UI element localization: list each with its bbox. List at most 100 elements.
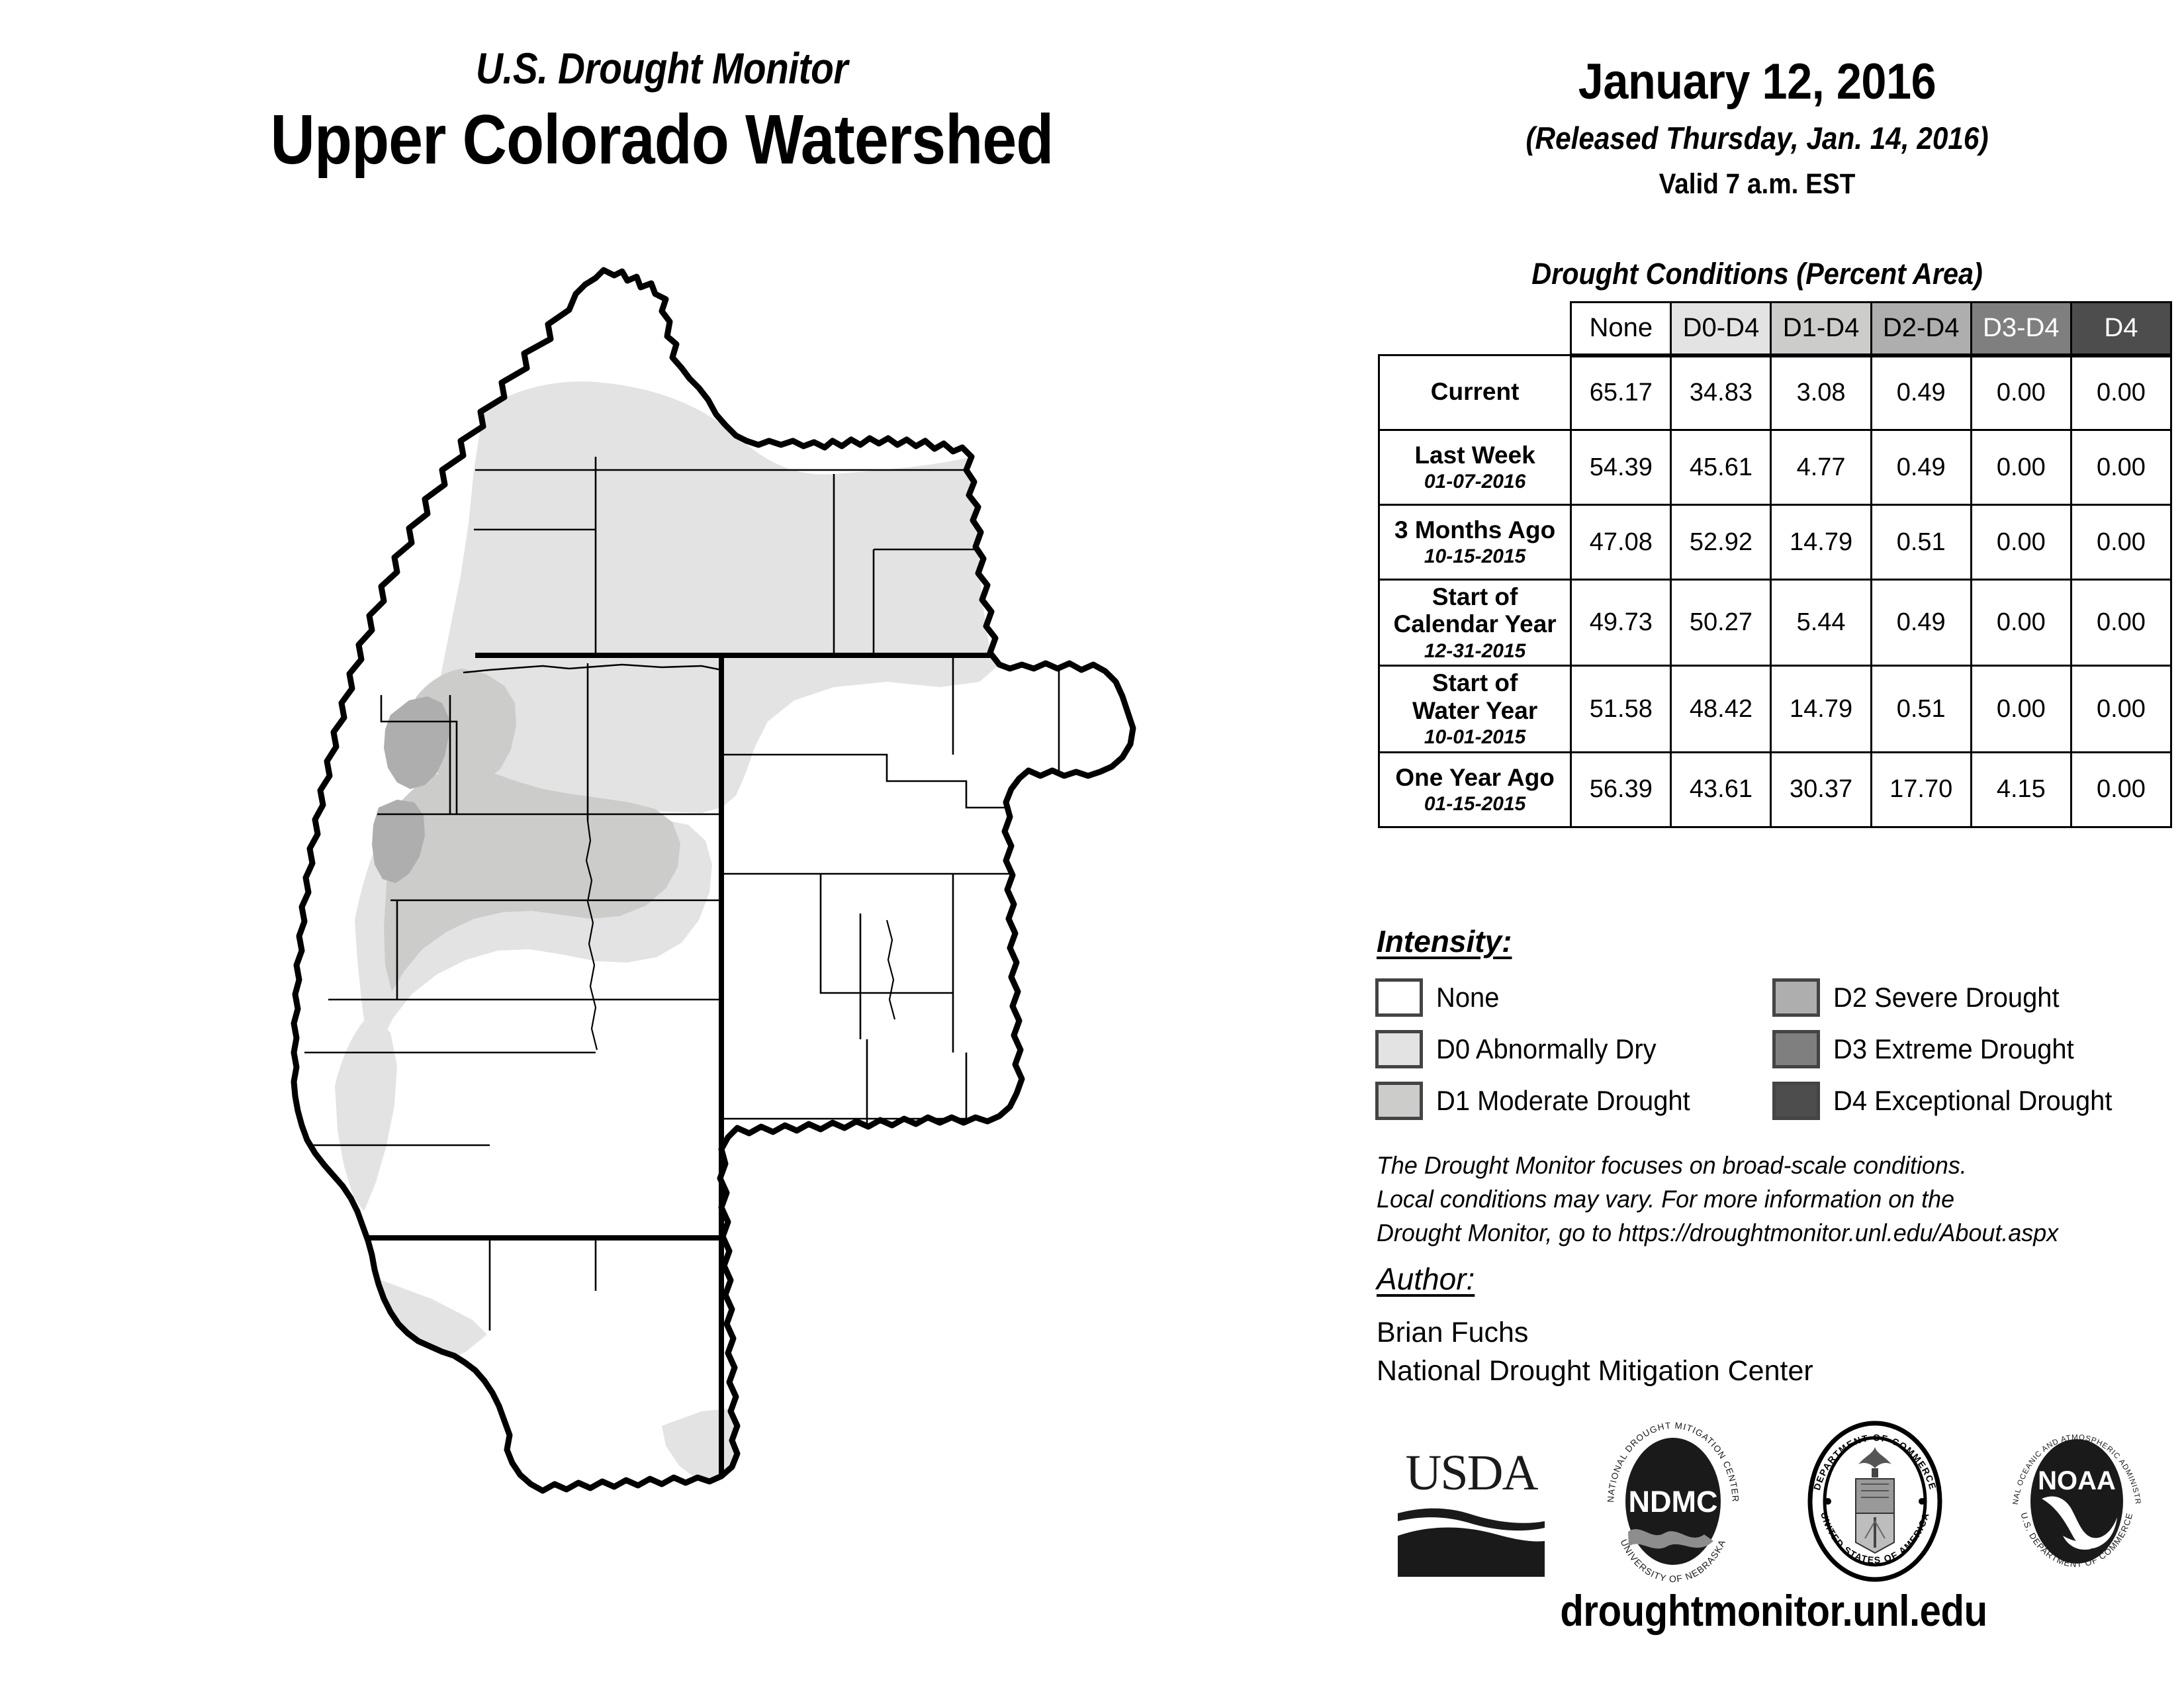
legend-item-d4: D4 Exceptional Drought <box>1772 1076 2176 1125</box>
disclaimer-line-2: Local conditions may vary. For more info… <box>1377 1186 1955 1213</box>
row-label-text: Last Week <box>1414 441 1535 469</box>
legend-item-d2: D2 Severe Drought <box>1772 973 2176 1022</box>
cell-none: 65.17 <box>1570 354 1672 431</box>
column-header-d2-d4: D2-D4 <box>1870 301 1972 357</box>
column-header-d0-d4: D0-D4 <box>1670 301 1772 357</box>
d0-area-west-tail <box>335 1013 397 1211</box>
cell-d0-d4: 34.83 <box>1670 354 1772 431</box>
table-body: Current 65.17 34.83 3.08 0.49 0.00 0.00 … <box>1377 354 2173 828</box>
cell-d0-d4: 45.61 <box>1670 429 1772 506</box>
drought-map[interactable] <box>199 258 1178 1503</box>
row-label-text: 3 Months Ago <box>1394 516 1556 543</box>
column-header-d3-d4: D3-D4 <box>1970 301 2072 357</box>
legend-item-none: None <box>1375 973 1772 1022</box>
intensity-heading: Intensity: <box>1377 924 1512 959</box>
table-caption: Drought Conditions (Percent Area) <box>1531 257 1983 291</box>
table-corner-cell <box>1379 303 1571 355</box>
d0-area-north <box>437 381 999 813</box>
cell-d2-d4: 0.49 <box>1870 429 1972 506</box>
row-label-date: 12-31-2015 <box>1424 639 1526 662</box>
date-block: January 12, 2016 (Released Thursday, Jan… <box>1363 53 2151 201</box>
legend-swatch-d1 <box>1375 1082 1423 1120</box>
cell-none: 49.73 <box>1570 578 1672 667</box>
cell-none: 51.58 <box>1570 665 1672 753</box>
cell-d2-d4: 17.70 <box>1870 751 1972 828</box>
valid-date: January 12, 2016 <box>1578 54 1936 110</box>
cell-d3-d4: 0.00 <box>1970 504 2072 581</box>
row-label-start-of-water-year: Start of Water Year 10-01-2015 <box>1377 665 1572 753</box>
cell-d3-d4: 0.00 <box>1970 354 2072 431</box>
logo-row: USDA NDMC NATIONAL DROUGHT MITIGATION CE… <box>1370 1410 2177 1592</box>
map-drought-areas <box>294 381 999 1491</box>
right-panel: January 12, 2016 (Released Thursday, Jan… <box>1363 0 2184 1688</box>
left-panel: U.S. Drought Monitor Upper Colorado Wate… <box>0 46 1324 1503</box>
watershed-outline <box>291 267 1136 1494</box>
cell-d4: 0.00 <box>2070 429 2173 506</box>
table-row: Last Week 01-07-2016 54.39 45.61 4.77 0.… <box>1377 429 2173 506</box>
cell-d1-d4: 14.79 <box>1770 665 1872 753</box>
author-heading: Author: <box>1377 1262 1475 1296</box>
row-label-text: Start of Calendar Year <box>1393 583 1557 638</box>
title-block: U.S. Drought Monitor Upper Colorado Wate… <box>0 46 1324 177</box>
release-date: (Released Thursday, Jan. 14, 2016) <box>1525 120 1989 156</box>
doc-logo: DEPARTMENT OF COMMERCE UNITED STATES OF … <box>1792 1415 1958 1587</box>
cell-d3-d4: 4.15 <box>1970 751 2072 828</box>
legend-label-none: None <box>1436 982 1500 1013</box>
disclaimer-text: The Drought Monitor focuses on broad-sca… <box>1377 1149 2147 1250</box>
disclaimer-line-3: Drought Monitor, go to https://droughtmo… <box>1377 1219 2059 1247</box>
cell-d4: 0.00 <box>2070 665 2173 753</box>
cell-d1-d4: 3.08 <box>1770 354 1872 431</box>
column-header-d4: D4 <box>2070 301 2173 357</box>
cell-d4: 0.00 <box>2070 578 2173 667</box>
cell-d0-d4: 52.92 <box>1670 504 1772 581</box>
row-label-3-months-ago: 3 Months Ago 10-15-2015 <box>1377 504 1572 581</box>
column-header-d1-d4: D1-D4 <box>1770 301 1872 357</box>
legend-label-d2: D2 Severe Drought <box>1833 982 2060 1013</box>
noaa-logo: NOAA NATIONAL OCEANIC AND ATMOSPHERIC AD… <box>1994 1415 2160 1587</box>
legend-item-d1: D1 Moderate Drought <box>1375 1076 1772 1125</box>
table-header-row: None D0-D4 D1-D4 D2-D4 D3-D4 D4 <box>1379 301 2173 357</box>
legend-swatch-d3 <box>1772 1030 1820 1068</box>
cell-d4: 0.00 <box>2070 751 2173 828</box>
row-label-one-year-ago: One Year Ago 01-15-2015 <box>1377 751 1572 828</box>
cell-d1-d4: 30.37 <box>1770 751 1872 828</box>
row-label-date: 01-15-2015 <box>1424 793 1526 816</box>
cell-d3-d4: 0.00 <box>1970 429 2072 506</box>
table-row: Start of Water Year 10-01-2015 51.58 48.4… <box>1377 665 2173 753</box>
row-label-text: One Year Ago <box>1395 763 1555 791</box>
legend-item-d0: D0 Abnormally Dry <box>1375 1025 1772 1074</box>
valid-time: Valid 7 a.m. EST <box>1659 168 1856 200</box>
legend-item-d3: D3 Extreme Drought <box>1772 1025 2176 1074</box>
row-label-start-of-calendar-year: Start of Calendar Year 12-31-2015 <box>1377 578 1572 667</box>
cell-d1-d4: 4.77 <box>1770 429 1872 506</box>
d2-area-core <box>384 696 449 789</box>
table-row: Current 65.17 34.83 3.08 0.49 0.00 0.00 <box>1377 354 2173 431</box>
cell-none: 47.08 <box>1570 504 1672 581</box>
row-label-last-week: Last Week 01-07-2016 <box>1377 429 1572 506</box>
legend-label-d0: D0 Abnormally Dry <box>1436 1033 1657 1064</box>
legend-swatch-d4 <box>1772 1082 1820 1120</box>
cell-d0-d4: 50.27 <box>1670 578 1772 667</box>
author-affiliation: National Drought Mitigation Center <box>1377 1354 1813 1387</box>
legend-swatch-none <box>1375 978 1423 1017</box>
legend-label-d1: D1 Moderate Drought <box>1436 1085 1690 1116</box>
author-block: Brian Fuchs National Drought Mitigation … <box>1377 1314 1813 1390</box>
row-label-date: 10-01-2015 <box>1424 726 1526 749</box>
table-row: Start of Calendar Year 12-31-2015 49.73 5… <box>1377 578 2173 667</box>
cell-none: 54.39 <box>1570 429 1672 506</box>
intensity-legend: None D2 Severe Drought D0 Abnormally Dry… <box>1375 973 2176 1125</box>
d1-area-central <box>384 767 680 992</box>
legend-label-d3: D3 Extreme Drought <box>1833 1033 2074 1064</box>
row-label-date: 10-15-2015 <box>1424 545 1526 568</box>
cell-d4: 0.00 <box>2070 354 2173 431</box>
d2-area-core-south <box>372 800 425 883</box>
cell-d2-d4: 0.51 <box>1870 504 1972 581</box>
svg-text:USDA: USDA <box>1405 1445 1538 1501</box>
cell-d4: 0.00 <box>2070 504 2173 581</box>
column-header-none: None <box>1570 301 1672 357</box>
cell-d0-d4: 48.42 <box>1670 665 1772 753</box>
cell-d1-d4: 5.44 <box>1770 578 1872 667</box>
usda-logo: USDA <box>1388 1415 1554 1587</box>
cell-d1-d4: 14.79 <box>1770 504 1872 581</box>
cell-d2-d4: 0.49 <box>1870 578 1972 667</box>
